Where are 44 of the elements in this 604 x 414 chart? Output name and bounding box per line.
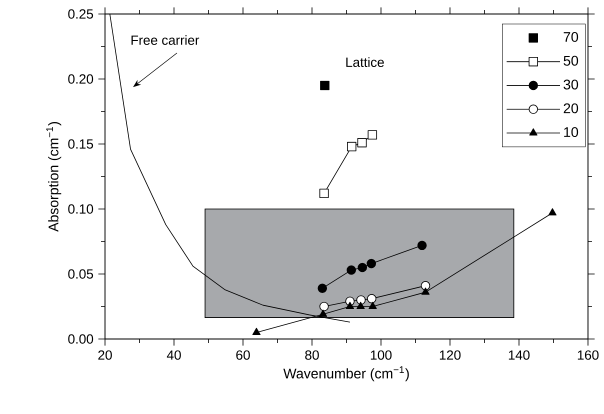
- y-tick-label: 0.20: [68, 74, 94, 84]
- x-tick-label: 140: [508, 350, 530, 360]
- point: [347, 142, 356, 152]
- y-tick-label: 0.00: [68, 334, 94, 344]
- point: [367, 294, 376, 304]
- point: [319, 188, 329, 198]
- point: [421, 288, 430, 295]
- x-tick-label: 60: [236, 350, 250, 360]
- legend-label: 50: [564, 56, 578, 66]
- x-tick-label: 80: [305, 350, 319, 360]
- x-tick-label: 40: [166, 350, 181, 360]
- y-tick-label: 0.10: [68, 204, 94, 214]
- annotation: Lattice: [346, 57, 384, 67]
- point: [356, 302, 365, 310]
- point: [548, 208, 557, 216]
- point: [357, 138, 367, 148]
- x-tick-label: 120: [440, 350, 461, 360]
- y-tick-label: 0.05: [68, 269, 94, 279]
- point: [318, 284, 328, 293]
- point: [356, 295, 366, 305]
- legend-label: 20: [564, 103, 578, 114]
- point: [420, 281, 430, 290]
- point: [368, 302, 377, 310]
- point: [346, 265, 356, 275]
- x-axis-title: Wavenumber (cm$^{−1}$): [283, 366, 409, 382]
- x-tick-label: 20: [98, 350, 112, 360]
- point: [368, 130, 378, 140]
- point: [358, 262, 368, 272]
- y-axis-title: Absorption (cm$^{−1}$): [46, 122, 62, 232]
- point: [319, 302, 329, 312]
- point: [366, 258, 376, 268]
- annotation: Free carrier: [132, 35, 200, 45]
- x-tick-label: 100: [370, 350, 392, 360]
- point: [346, 302, 354, 310]
- legend-label: 30: [564, 80, 578, 90]
- point: [417, 240, 427, 250]
- point: [320, 80, 330, 90]
- legend-label: 70: [564, 32, 578, 42]
- x-tick-label: 160: [578, 350, 599, 360]
- y-tick-label: 0.25: [68, 9, 94, 19]
- y-tick-label: 0.15: [68, 139, 94, 149]
- point: [252, 328, 261, 336]
- point: [318, 310, 328, 317]
- legend-label: 10: [564, 127, 578, 138]
